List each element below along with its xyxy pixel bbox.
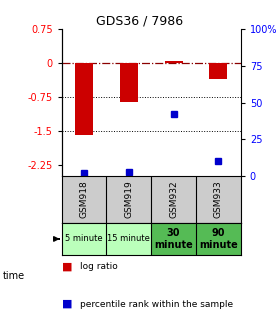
Text: log ratio: log ratio: [80, 262, 118, 271]
Bar: [75, 63, 93, 135]
Bar: [120, 63, 138, 102]
Bar: [165, 61, 183, 63]
Text: ■: ■: [62, 299, 72, 309]
Text: percentile rank within the sample: percentile rank within the sample: [80, 300, 233, 309]
Text: 30
minute: 30 minute: [154, 228, 193, 250]
Text: GDS36 / 7986: GDS36 / 7986: [96, 15, 184, 28]
Text: GSM932: GSM932: [169, 181, 178, 218]
Text: 90
minute: 90 minute: [199, 228, 238, 250]
Text: 15 minute: 15 minute: [107, 234, 150, 243]
Text: time: time: [3, 271, 25, 281]
Bar: [209, 63, 227, 79]
Text: 5 minute: 5 minute: [65, 234, 103, 243]
Text: GSM933: GSM933: [214, 181, 223, 218]
FancyBboxPatch shape: [106, 223, 151, 255]
FancyBboxPatch shape: [196, 223, 241, 255]
Text: GSM918: GSM918: [80, 181, 88, 218]
Text: ■: ■: [62, 262, 72, 271]
FancyBboxPatch shape: [62, 223, 106, 255]
FancyBboxPatch shape: [151, 223, 196, 255]
Text: GSM919: GSM919: [124, 181, 133, 218]
